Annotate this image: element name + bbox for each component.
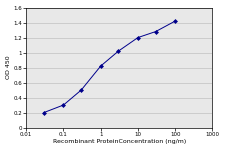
Y-axis label: OD 450: OD 450: [6, 56, 11, 79]
X-axis label: Recombinant ProteinConcentration (ng/m): Recombinant ProteinConcentration (ng/m): [53, 140, 186, 144]
